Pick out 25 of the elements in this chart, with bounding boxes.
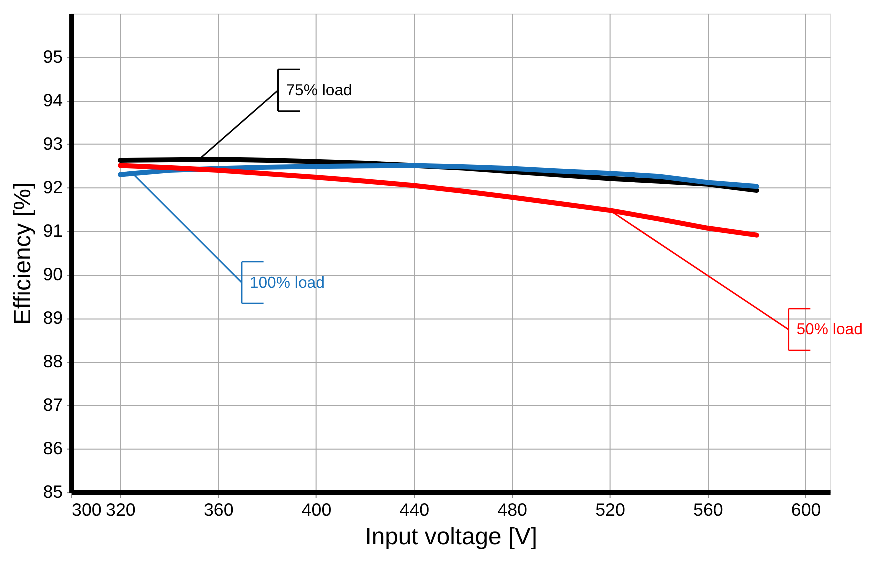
y-tick-label: 91 <box>43 220 64 241</box>
y-tick-label: 89 <box>43 308 64 328</box>
y-axis-title: Efficiency [%] <box>9 182 36 325</box>
annotation: 50% load <box>796 322 863 339</box>
y-tick-label: 95 <box>43 46 64 67</box>
x-tick-label: 520 <box>596 500 626 520</box>
x-tick-label: 440 <box>400 500 430 520</box>
y-tick-label: 85 <box>43 482 64 502</box>
x-axis-title: Input voltage [V] <box>365 524 538 551</box>
x-tick-label: 360 <box>204 500 234 520</box>
x-tick-label: 600 <box>791 500 822 520</box>
x-tick-label: 560 <box>694 500 724 520</box>
annotation: 75% load <box>286 82 352 100</box>
y-tick-label: 90 <box>43 264 64 284</box>
y-tick-label: 88 <box>43 351 64 372</box>
x-tick-label: 300 <box>72 500 102 520</box>
annotation: 100% load <box>250 274 325 292</box>
x-tick-label: 400 <box>302 500 332 520</box>
y-tick-label: 94 <box>43 90 64 110</box>
x-tick-label: 320 <box>106 500 136 520</box>
y-tick-label: 87 <box>43 394 64 415</box>
y-tick-label: 93 <box>43 134 64 154</box>
x-tick-label: 480 <box>498 500 528 520</box>
y-tick-label: 86 <box>43 438 64 458</box>
y-tick-label: 92 <box>43 177 64 198</box>
